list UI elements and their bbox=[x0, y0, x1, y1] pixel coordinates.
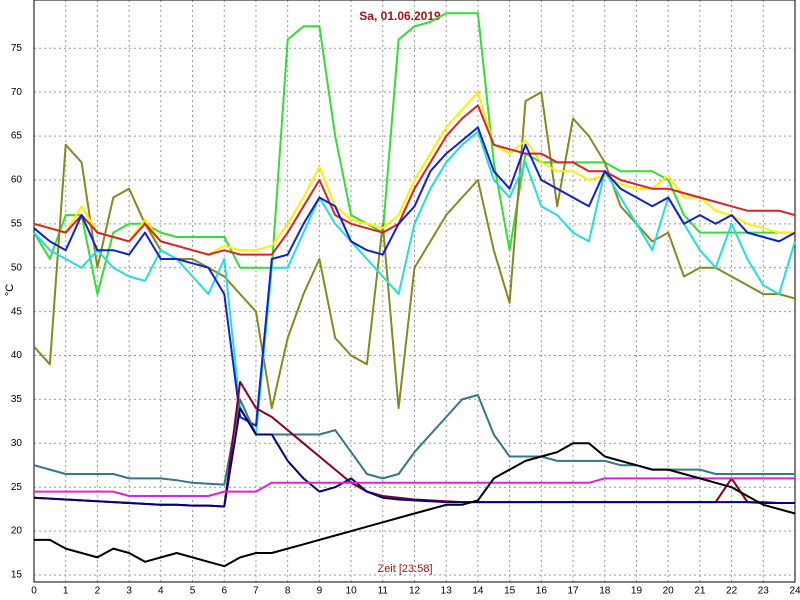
y-tick-label: 65 bbox=[11, 131, 23, 142]
y-tick-label: 45 bbox=[11, 306, 23, 317]
x-tick-label: 9 bbox=[317, 586, 323, 597]
y-tick-label: 40 bbox=[11, 350, 23, 361]
series-line bbox=[33, 12, 795, 296]
x-tick-label: 21 bbox=[694, 586, 706, 597]
x-tick-label: 15 bbox=[504, 586, 516, 597]
y-tick-label: 20 bbox=[11, 526, 23, 537]
x-tick-label: 14 bbox=[472, 586, 484, 597]
y-tick-label: 55 bbox=[11, 218, 23, 229]
x-tick-label: 7 bbox=[253, 586, 259, 597]
y-tick-label: 60 bbox=[11, 175, 23, 186]
x-tick-label: 17 bbox=[567, 586, 579, 597]
x-tick-label: 1 bbox=[63, 586, 69, 597]
chart-title: Sa, 01.06.2019 bbox=[359, 9, 441, 23]
y-tick-label: 35 bbox=[11, 394, 23, 405]
series-line bbox=[33, 104, 796, 256]
series-line bbox=[34, 442, 796, 568]
y-tick-label: 15 bbox=[11, 570, 23, 581]
x-tick-label: 24 bbox=[789, 586, 800, 597]
y-tick-label: 70 bbox=[11, 87, 23, 98]
x-tick-label: 5 bbox=[190, 586, 196, 597]
x-tick-label: 0 bbox=[31, 586, 37, 597]
x-tick-label: 16 bbox=[536, 586, 548, 597]
y-tick-label: 50 bbox=[11, 262, 23, 273]
plot-border bbox=[33, 0, 796, 583]
series-line bbox=[33, 407, 795, 508]
series-line bbox=[34, 477, 795, 497]
y-tick-label: 25 bbox=[11, 482, 23, 493]
x-tick-label: 2 bbox=[95, 586, 101, 597]
x-tick-label: 10 bbox=[346, 586, 358, 597]
x-tick-label: 18 bbox=[599, 586, 611, 597]
x-axis-label: Zeit [23:58] bbox=[377, 563, 432, 575]
series-line bbox=[33, 126, 796, 427]
x-tick-label: 13 bbox=[441, 586, 453, 597]
y-tick-label: 30 bbox=[11, 438, 23, 449]
x-tick-label: 8 bbox=[285, 586, 291, 597]
x-tick-label: 4 bbox=[158, 586, 164, 597]
x-tick-label: 23 bbox=[758, 586, 770, 597]
x-tick-label: 3 bbox=[126, 586, 132, 597]
y-tick-label: 75 bbox=[11, 43, 23, 54]
x-tick-label: 11 bbox=[378, 586, 389, 597]
x-tick-label: 20 bbox=[663, 586, 675, 597]
x-tick-label: 12 bbox=[409, 586, 421, 597]
y-axis-label: °C bbox=[4, 284, 16, 296]
x-tick-label: 19 bbox=[631, 586, 643, 597]
x-tick-label: 6 bbox=[221, 586, 227, 597]
x-tick-label: 22 bbox=[726, 586, 738, 597]
